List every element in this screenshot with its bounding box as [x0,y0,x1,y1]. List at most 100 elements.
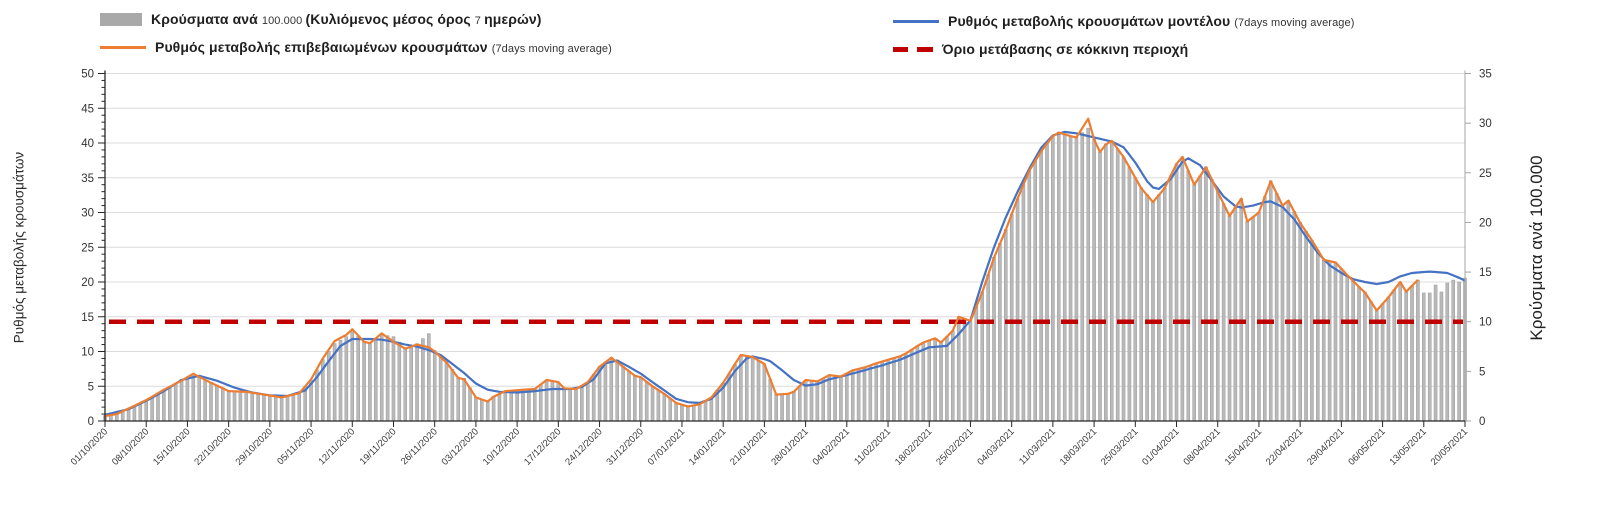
bar [580,385,584,422]
bar [344,336,349,422]
bar [856,368,861,422]
bar [256,393,260,422]
bar [703,400,708,422]
x-tick-label: 08/10/2020 [110,426,151,467]
x-tick-label: 14/01/2021 [687,426,728,467]
bar [1416,279,1420,422]
bar [1310,240,1314,422]
legend-item-bars: Κρούσματα ανά 100.000 (Κυλιόμενος μέσος … [100,8,542,30]
bar [1098,151,1102,422]
bar [550,381,555,422]
right-tick-label: 15 [1479,267,1492,279]
bar [185,376,190,422]
bar [1333,261,1338,422]
bar [998,243,1002,422]
bar [368,342,372,422]
bar [209,382,213,422]
x-tick-label: 22/04/2021 [1264,426,1305,467]
bar [173,382,178,422]
x-tick-label: 21/01/2021 [728,426,769,467]
bar [792,391,796,422]
x-tick-label: 19/11/2020 [358,426,399,467]
bar [880,361,884,422]
bar [644,381,649,422]
bar [1198,175,1202,422]
bar [1086,127,1090,422]
bar [1080,132,1085,422]
bar [968,320,973,422]
bar [409,345,413,422]
bar [1427,292,1432,422]
left-tick-label: 25 [81,242,94,254]
bar [927,340,931,422]
bar [491,395,496,422]
legend-label-bars: Κρούσματα ανά 100.000 (Κυλιόμενος μέσος … [151,11,542,27]
bar [762,364,767,422]
bar [1039,150,1043,422]
bar [432,350,437,422]
bar [656,390,661,422]
bar [1363,291,1367,422]
bar [226,390,231,422]
x-tick-label: 25/03/2021 [1099,426,1140,467]
bar [680,404,684,422]
right-tick-label: 5 [1479,366,1485,378]
bar [480,398,484,422]
right-tick-label: 30 [1479,118,1492,130]
bar [1386,296,1391,422]
x-tick-label: 04/02/2021 [811,426,852,467]
bar [438,355,443,422]
x-tick-label: 03/12/2020 [440,426,481,467]
legend-item-threshold: Όριο μετάβασης σε κόκκινη περιοχή [893,38,1188,60]
bar [1162,187,1167,422]
bar [250,392,254,422]
right-tick-label: 20 [1479,217,1492,229]
bar [986,274,990,422]
x-tick-label: 29/04/2021 [1305,426,1346,467]
x-tick-label: 12/11/2020 [316,426,357,467]
left-tick-label: 30 [81,208,94,220]
model-line [104,130,1466,416]
bar [815,381,820,422]
bar [1145,194,1149,422]
left-tick-label: 35 [81,173,94,185]
bar [662,393,667,422]
bar [273,395,278,422]
bar [285,395,290,422]
bar [845,373,849,422]
bar [1422,292,1426,422]
x-tick-label: 17/12/2020 [522,426,563,467]
bar [1174,163,1179,422]
bar [591,374,596,422]
bar [415,343,419,422]
bar [232,390,237,422]
bar [639,377,643,422]
bar [1092,138,1096,422]
bar [1410,285,1414,422]
x-tick-label: 11/03/2021 [1017,426,1058,467]
x-tick-label: 31/12/2020 [604,426,645,467]
bar [220,387,225,422]
bar [474,396,478,422]
bar [421,338,425,422]
bar [1433,284,1438,422]
bar [350,330,355,422]
bar [1192,184,1196,422]
bar [809,380,814,422]
bar [691,404,696,422]
bar [756,360,761,422]
left-tick-label: 45 [81,103,94,115]
bar [456,377,460,422]
bar [1033,160,1037,422]
bar [203,379,207,422]
line-swatch-model [893,19,939,23]
x-tick-label: 05/11/2020 [275,426,316,467]
x-tick-label: 10/12/2020 [481,426,522,467]
bar [1180,156,1185,422]
left-tick-label: 5 [88,381,94,393]
bar [450,369,455,422]
bar [1057,131,1061,422]
bar [179,379,184,422]
bar [1009,213,1014,422]
x-tick-label: 04/03/2021 [975,426,1016,467]
